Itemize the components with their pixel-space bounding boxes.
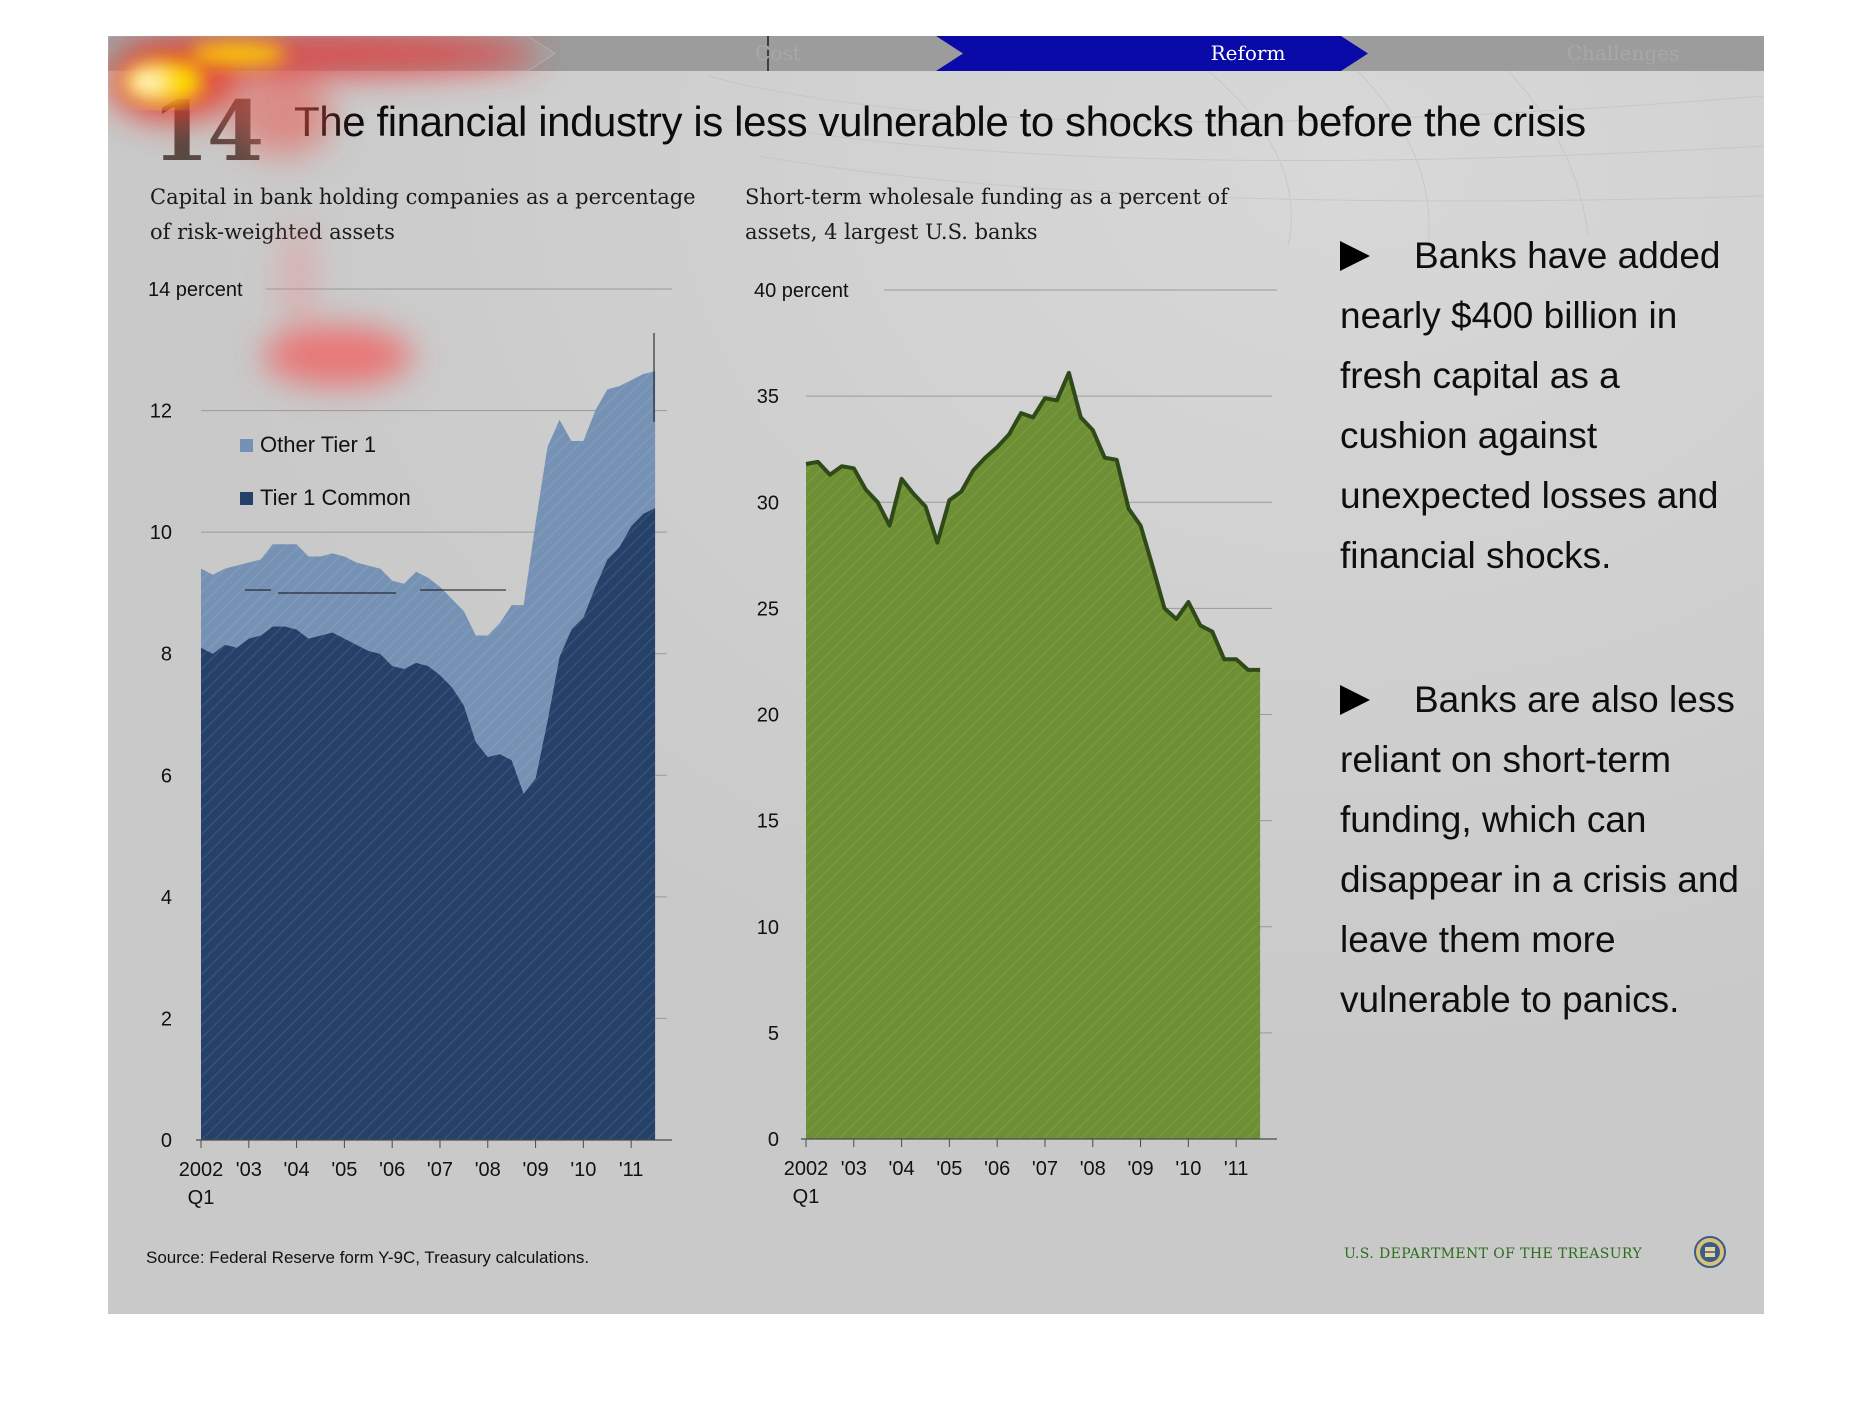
area-wholesale-funding-texture [806, 372, 1261, 1139]
y-tick-label: 8 [161, 644, 172, 666]
nav-item-reform[interactable]: Reform [1210, 41, 1286, 65]
x-tick-label: '05 [936, 1158, 962, 1180]
source-note: Source: Federal Reserve form Y-9C, Treas… [146, 1248, 590, 1267]
y-tick-label: 0 [161, 1130, 172, 1152]
y-axis-unit-label: 40 percent [754, 280, 849, 302]
y-tick-label: 2 [161, 1008, 172, 1030]
y-tick-label: 0 [768, 1129, 779, 1151]
nav-item-challenges[interactable]: Challenges [1566, 41, 1680, 65]
left-chart: 0 2 4 6 8 10 12 14 percent 2002 '03 '04 '05 '06 '07 '0… [148, 279, 672, 1209]
x-tick-label: '06 [379, 1159, 405, 1181]
area-other-tier-1-texture [201, 371, 656, 794]
annotation-marks [245, 333, 655, 594]
right-chart: 0 5 10 15 20 25 30 35 40 percent 2002 '03 '04 '05 '06… [754, 280, 1277, 1208]
x-tick-label: '03 [236, 1159, 262, 1181]
charts-canvas: 0 2 4 6 8 10 12 14 percent 2002 '03 '04 '05 '06 '07 '0… [148, 279, 1277, 1209]
y-tick-label: 5 [768, 1023, 779, 1045]
legend-swatch-other-tier-1 [240, 439, 253, 452]
nav-item-cost[interactable]: Cost [755, 41, 801, 65]
y-tick-label: 30 [757, 492, 779, 514]
bullet-point-capital: Banks have added nearly $400 billion in … [1340, 226, 1750, 586]
series-line-wholesale-funding [805, 370, 1261, 672]
x-tick-label: '07 [427, 1159, 453, 1181]
bullet-text-capital: Banks have added nearly $400 billion in … [1340, 235, 1721, 576]
x-tick-label: '10 [570, 1159, 596, 1181]
x-tick-sublabel: Q1 [188, 1187, 215, 1209]
x-tick-sublabel: Q1 [793, 1186, 820, 1208]
bullet-point-funding: Banks are also less reliant on short-ter… [1340, 670, 1750, 1030]
legend-label-tier-1-common: Tier 1 Common [260, 485, 411, 510]
x-tick-label: '08 [1080, 1158, 1106, 1180]
y-tick-label: 10 [150, 522, 172, 544]
x-tick-label: '09 [523, 1159, 549, 1181]
x-tick-label: '05 [331, 1159, 357, 1181]
slide-title: The financial industry is less vulnerabl… [294, 98, 1586, 145]
x-tick-label: '04 [889, 1158, 915, 1180]
y-tick-label: 12 [150, 401, 172, 423]
y-axis-unit-label: 14 percent [148, 279, 243, 301]
area-tier-1-common-texture [201, 507, 656, 1140]
bullet-text-funding: Banks are also less reliant on short-ter… [1340, 679, 1739, 1020]
x-tick-label: '07 [1032, 1158, 1058, 1180]
slide: Causes Cost Reform Challenges 14 The fin… [108, 36, 1764, 1314]
legend-swatch-tier-1-common [240, 492, 253, 505]
y-tick-label: 20 [757, 705, 779, 727]
department-name: U.S. DEPARTMENT OF THE TREASURY [1344, 1246, 1643, 1262]
y-tick-label: 6 [161, 765, 172, 787]
y-tick-label: 35 [757, 386, 779, 408]
left-chart-title: Capital in bank holding companies as a p… [150, 185, 696, 244]
y-tick-label: 10 [757, 917, 779, 939]
legend-label-other-tier-1: Other Tier 1 [260, 432, 376, 457]
y-tick-label: 15 [757, 811, 779, 833]
left-chart-legend: Other Tier 1 Tier 1 Common [240, 432, 411, 510]
right-chart-title: Short-term wholesale funding as a percen… [745, 185, 1228, 244]
x-tick-label: 2002 [784, 1158, 829, 1180]
bullet-triangle-icon [1340, 685, 1370, 715]
nav-arrow-reform-active [936, 36, 1368, 71]
x-tick-label: '11 [1224, 1158, 1249, 1180]
x-tick-label: '09 [1128, 1158, 1154, 1180]
x-tick-label: '10 [1175, 1158, 1201, 1180]
y-tick-label: 4 [161, 887, 172, 909]
x-tick-label: '03 [841, 1158, 867, 1180]
x-tick-label: '08 [475, 1159, 501, 1181]
treasury-seal-icon [1694, 1236, 1726, 1268]
x-tick-label: '11 [619, 1159, 644, 1181]
x-tick-label: '04 [284, 1159, 310, 1181]
bullet-triangle-icon [1340, 241, 1370, 271]
x-tick-label: 2002 [179, 1159, 224, 1181]
x-tick-label: '06 [984, 1158, 1010, 1180]
y-tick-label: 25 [757, 598, 779, 620]
